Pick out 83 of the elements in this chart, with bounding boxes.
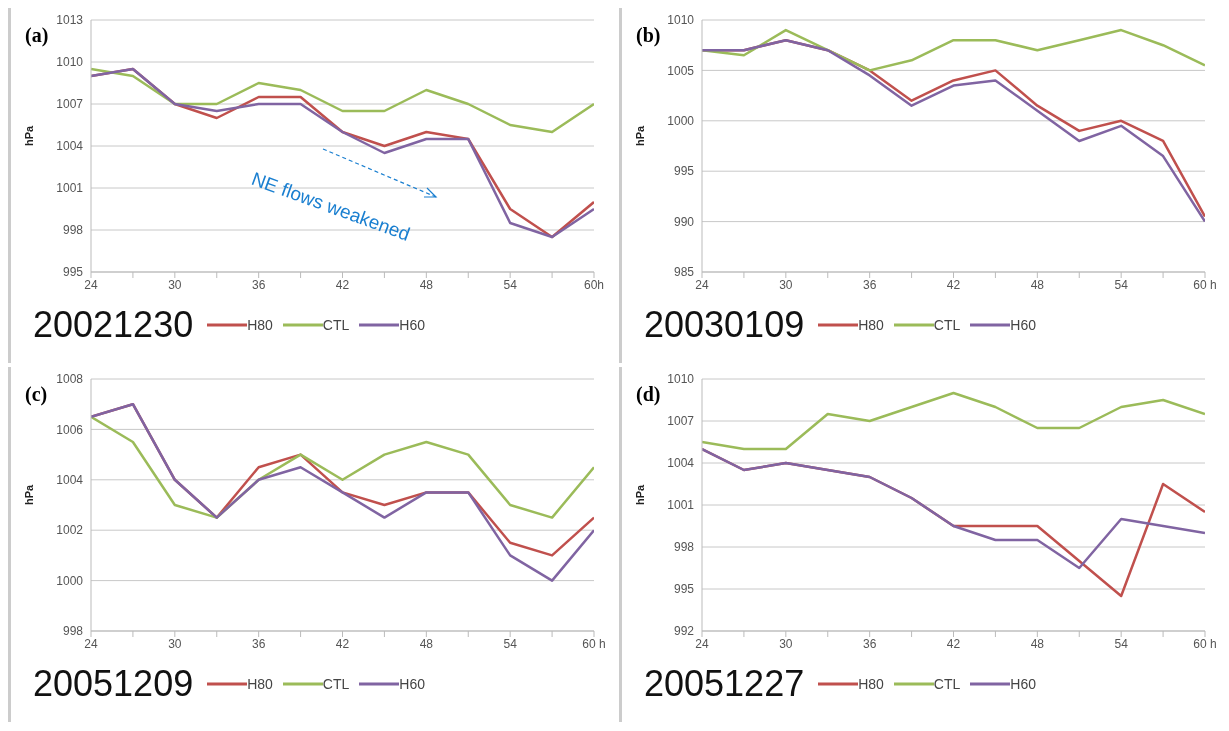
y-tick-label: 1005 bbox=[667, 63, 695, 78]
line-series bbox=[702, 28, 1205, 72]
x-tick-label: 24 bbox=[84, 277, 98, 292]
line-series bbox=[702, 391, 1205, 451]
y-tick-label: 1010 bbox=[667, 372, 695, 387]
line-series bbox=[91, 67, 594, 134]
legend-label: H80 bbox=[247, 676, 273, 692]
y-axis-title: hPa bbox=[633, 483, 646, 505]
y-tick-label: 1010 bbox=[667, 13, 695, 28]
y-axis-title: hPa bbox=[22, 124, 35, 146]
x-tick-label: 60 h bbox=[582, 636, 606, 651]
y-tick-label: 1010 bbox=[56, 55, 84, 70]
legend-label: CTL bbox=[322, 317, 350, 333]
x-tick-label: 60 h bbox=[1193, 636, 1217, 651]
x-tick-label: 42 bbox=[946, 277, 961, 292]
x-tick-label: 30 bbox=[779, 277, 793, 292]
x-tick-label: 30 bbox=[168, 636, 182, 651]
y-tick-label: 1000 bbox=[56, 573, 84, 588]
x-tick-label: 24 bbox=[695, 636, 709, 651]
x-tick-label: 54 bbox=[503, 636, 518, 651]
line-series bbox=[702, 447, 1205, 570]
x-tick-label: 48 bbox=[1030, 636, 1045, 651]
x-tick-label: 54 bbox=[1114, 277, 1129, 292]
x-tick-label: 60 h bbox=[1193, 277, 1217, 292]
text: 20021230 bbox=[33, 304, 194, 345]
x-tick-label: 36 bbox=[251, 636, 266, 651]
x-tick-label: 48 bbox=[419, 277, 434, 292]
x-tick-label: 42 bbox=[335, 277, 350, 292]
legend-label: CTL bbox=[933, 317, 961, 333]
legend-label: H80 bbox=[858, 317, 884, 333]
legend-label: H60 bbox=[1010, 317, 1036, 333]
y-tick-label: 995 bbox=[673, 582, 695, 597]
y-tick-label: 992 bbox=[673, 624, 695, 639]
text: (d) bbox=[636, 383, 661, 406]
legend-label: CTL bbox=[322, 676, 350, 692]
y-tick-label: 998 bbox=[62, 223, 84, 238]
x-tick-label: 54 bbox=[503, 277, 518, 292]
x-tick-label: 36 bbox=[862, 636, 877, 651]
y-axis-title: hPa bbox=[633, 124, 646, 146]
y-tick-label: 1013 bbox=[56, 13, 84, 28]
legend-label: H60 bbox=[1010, 676, 1036, 692]
y-tick-label: 1007 bbox=[667, 414, 695, 429]
y-tick-label: 1007 bbox=[56, 97, 84, 112]
text: 20030109 bbox=[644, 304, 805, 345]
text: (b) bbox=[636, 24, 661, 47]
text: (a) bbox=[25, 24, 49, 47]
legend-label: H80 bbox=[247, 317, 273, 333]
y-tick-label: 1002 bbox=[56, 523, 84, 538]
legend-label: H60 bbox=[399, 676, 425, 692]
y-tick-label: 1000 bbox=[667, 114, 695, 129]
y-tick-label: 995 bbox=[62, 265, 84, 280]
y-tick-label: 995 bbox=[673, 164, 695, 179]
text: 20051227 bbox=[644, 663, 805, 704]
y-tick-label: 1006 bbox=[56, 422, 84, 437]
y-tick-label: 1001 bbox=[56, 181, 84, 196]
y-tick-label: 1008 bbox=[56, 372, 84, 387]
line-series bbox=[91, 67, 594, 239]
y-tick-label: 1004 bbox=[56, 473, 84, 488]
y-tick-label: 990 bbox=[673, 214, 695, 229]
x-tick-label: 24 bbox=[84, 636, 98, 651]
text: (c) bbox=[25, 383, 48, 406]
x-tick-label: 48 bbox=[1030, 277, 1045, 292]
x-tick-label: 42 bbox=[335, 636, 350, 651]
y-tick-label: 1001 bbox=[667, 498, 695, 513]
y-tick-label: 1004 bbox=[56, 139, 84, 154]
x-tick-label: 60h bbox=[583, 277, 605, 292]
legend-label: H80 bbox=[858, 676, 884, 692]
x-tick-label: 24 bbox=[695, 277, 709, 292]
x-tick-label: 36 bbox=[862, 277, 877, 292]
legend-label: H60 bbox=[399, 317, 425, 333]
y-tick-label: 1004 bbox=[667, 456, 695, 471]
y-tick-label: 985 bbox=[673, 265, 695, 280]
x-tick-label: 54 bbox=[1114, 636, 1129, 651]
text: 20051209 bbox=[33, 663, 194, 704]
y-tick-label: 998 bbox=[673, 540, 695, 555]
legend-label: CTL bbox=[933, 676, 961, 692]
y-axis-title: hPa bbox=[22, 483, 35, 505]
y-tick-label: 998 bbox=[62, 624, 84, 639]
x-tick-label: 30 bbox=[168, 277, 182, 292]
x-tick-label: 36 bbox=[251, 277, 266, 292]
x-tick-label: 48 bbox=[419, 636, 434, 651]
x-tick-label: 42 bbox=[946, 636, 961, 651]
x-tick-label: 30 bbox=[779, 636, 793, 651]
